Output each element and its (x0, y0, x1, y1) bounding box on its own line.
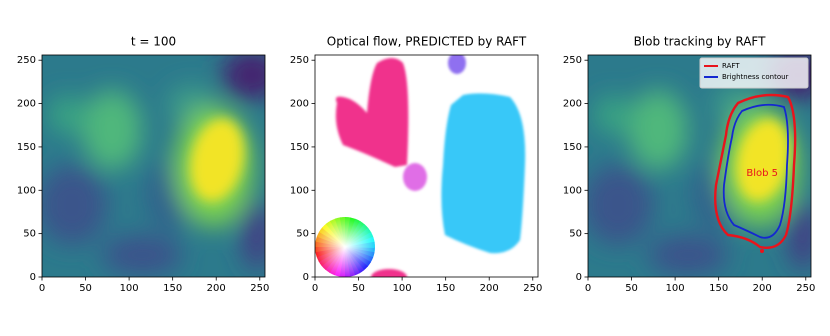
x-tick-label: 100 (393, 283, 412, 294)
y-tick-label: 0 (576, 272, 582, 283)
y-tick-label: 0 (303, 272, 309, 283)
x-tick-label: 50 (352, 283, 365, 294)
x-tick-label: 150 (709, 283, 728, 294)
axes-frame (41, 54, 266, 278)
y-tick-label: 200 (563, 99, 582, 110)
image-panel-3 (583, 50, 828, 277)
panel-title: Blob tracking by RAFT (634, 35, 767, 49)
x-tick-label: 50 (625, 283, 638, 294)
axes-frame (587, 54, 812, 278)
y-tick-label: 100 (563, 185, 582, 196)
x-tick-label: 250 (796, 283, 815, 294)
x-tick-label: 250 (523, 283, 542, 294)
annotation: Blob 5 (746, 168, 778, 179)
y-tick-label: 200 (290, 99, 309, 110)
panel-title: t = 100 (131, 35, 176, 49)
y-tick-label: 150 (17, 142, 36, 153)
x-tick-label: 100 (666, 283, 685, 294)
y-tick-label: 0 (30, 272, 36, 283)
image-panel-1 (37, 50, 282, 277)
x-tick-label: 0 (39, 283, 45, 294)
y-tick-label: 150 (290, 142, 309, 153)
legend-label: RAFT (722, 62, 740, 70)
x-tick-label: 0 (585, 283, 591, 294)
x-tick-label: 100 (120, 283, 139, 294)
x-tick-label: 150 (163, 283, 182, 294)
x-tick-label: 200 (753, 283, 772, 294)
y-tick-label: 50 (569, 229, 582, 240)
x-tick-label: 0 (312, 283, 318, 294)
y-tick-label: 50 (296, 229, 309, 240)
y-tick-label: 100 (17, 185, 36, 196)
legend-box (699, 57, 809, 89)
y-tick-label: 100 (290, 185, 309, 196)
axes-frame (314, 54, 539, 278)
y-tick-label: 250 (290, 55, 309, 66)
panel-title: Optical flow, PREDICTED by RAFT (327, 35, 527, 49)
y-tick-label: 50 (23, 229, 36, 240)
brightness-contour (722, 103, 789, 239)
x-tick-label: 200 (207, 283, 226, 294)
x-tick-label: 50 (79, 283, 92, 294)
marker-dot (760, 249, 764, 253)
y-tick-label: 250 (17, 55, 36, 66)
flow-image (315, 55, 538, 277)
legend-label: Brightness contour (722, 73, 789, 81)
x-tick-label: 250 (250, 283, 269, 294)
y-tick-label: 200 (17, 99, 36, 110)
y-tick-label: 150 (563, 142, 582, 153)
x-tick-label: 200 (480, 283, 499, 294)
y-tick-label: 250 (563, 55, 582, 66)
raft-contour (714, 93, 797, 249)
x-tick-label: 150 (436, 283, 455, 294)
